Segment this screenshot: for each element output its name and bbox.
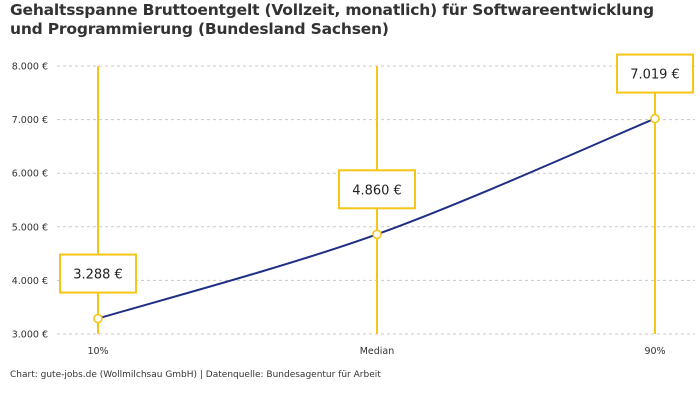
data-point	[93, 313, 103, 324]
y-axis-ticks: 3.000 € 4.000 € 5.000 € 6.000 € 7.000 € 8.000…	[12, 62, 48, 341]
value-label-frame	[616, 53, 694, 94]
x-axis-ticks: 10% Median 90%	[87, 346, 665, 357]
value-label-frame	[338, 169, 416, 210]
value-label: 3.288 €	[73, 268, 123, 283]
x-tick-label: 90%	[644, 346, 665, 357]
value-label-box: 7.019 €	[616, 53, 694, 94]
value-label: 4.860 €	[352, 183, 402, 198]
data-point	[650, 113, 660, 124]
value-label-box: 3.288 €	[59, 253, 137, 294]
value-label-frame	[59, 253, 137, 294]
y-tick-label: 5.000 €	[12, 222, 48, 233]
chart-source: Chart: gute-jobs.de (Wollmilchsau GmbH) …	[10, 370, 381, 380]
y-tick-label: 3.000 €	[12, 330, 48, 341]
value-labels: 3.288 € 4.860 € 7.019 €	[59, 53, 694, 294]
y-tick-label: 4.000 €	[12, 276, 48, 287]
x-tick-label: Median	[360, 346, 395, 357]
x-tick-label: 10%	[87, 346, 108, 357]
y-tick-label: 6.000 €	[12, 169, 48, 180]
value-label-box: 4.860 €	[338, 169, 416, 210]
value-label: 7.019 €	[630, 68, 680, 83]
chart-title: Gehaltsspanne Bruttoentgelt (Vollzeit, m…	[10, 1, 654, 38]
y-tick-label: 8.000 €	[12, 62, 48, 73]
y-tick-label: 7.000 €	[12, 115, 48, 126]
data-points	[93, 113, 660, 324]
data-point	[372, 229, 382, 240]
